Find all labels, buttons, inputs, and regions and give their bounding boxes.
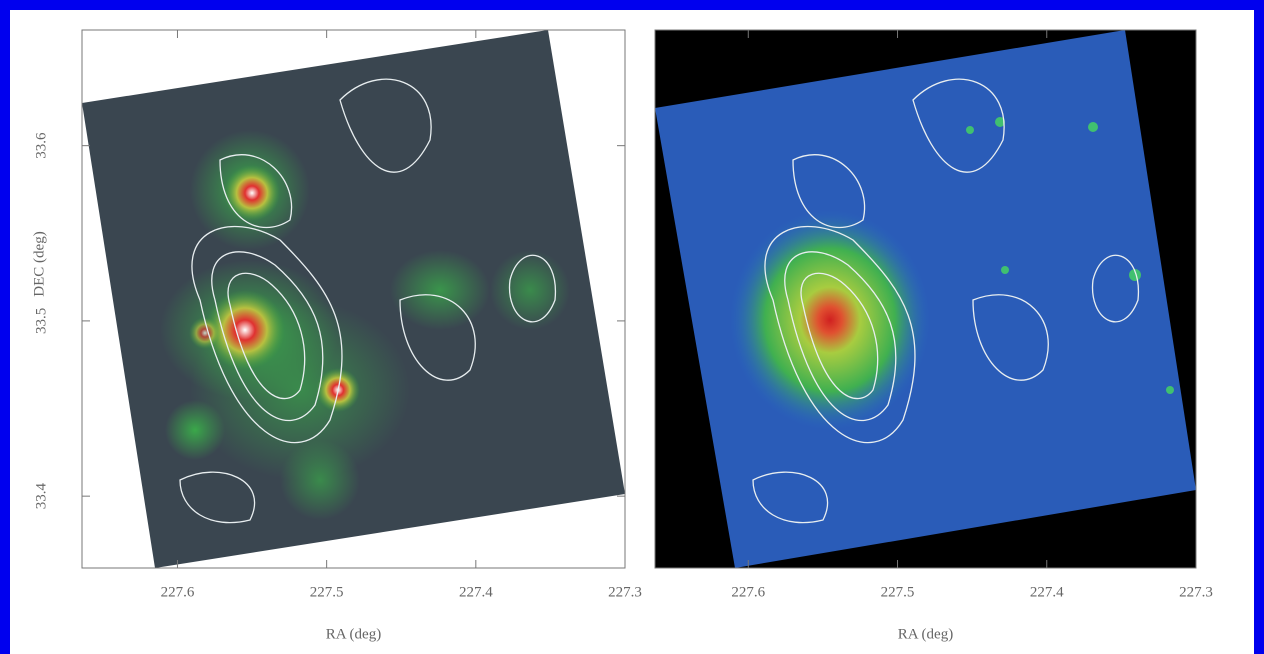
x-tick-label: 227.5 <box>310 584 344 600</box>
right-image <box>655 30 1196 568</box>
x-axis-label: RA (deg) <box>326 626 381 642</box>
y-tick-label: 33.4 <box>33 483 49 510</box>
x-tick-label: 227.4 <box>459 584 493 600</box>
y-tick-label: 33.6 <box>33 132 49 159</box>
x-tick-label: 227.4 <box>1030 584 1064 600</box>
x-tick-label: 227.5 <box>881 584 915 600</box>
y-tick-label: 33.5 <box>33 308 49 334</box>
left-image <box>82 30 625 568</box>
figure: 227.6 227.5 227.4 227.3 33.4 33.5 33.6 RA (deg)… <box>0 0 1264 654</box>
x-tick-label: 227.6 <box>161 584 195 600</box>
x-tick-label: 227.3 <box>1179 584 1213 600</box>
x-tick-label: 227.6 <box>731 584 765 600</box>
y-axis-label: DEC (deg) <box>31 231 47 296</box>
page: 227.6 227.5 227.4 227.3 33.4 33.5 33.6 RA (deg)… <box>0 0 1264 654</box>
x-tick-label: 227.3 <box>608 584 642 600</box>
x-axis-label: RA (deg) <box>898 626 953 642</box>
